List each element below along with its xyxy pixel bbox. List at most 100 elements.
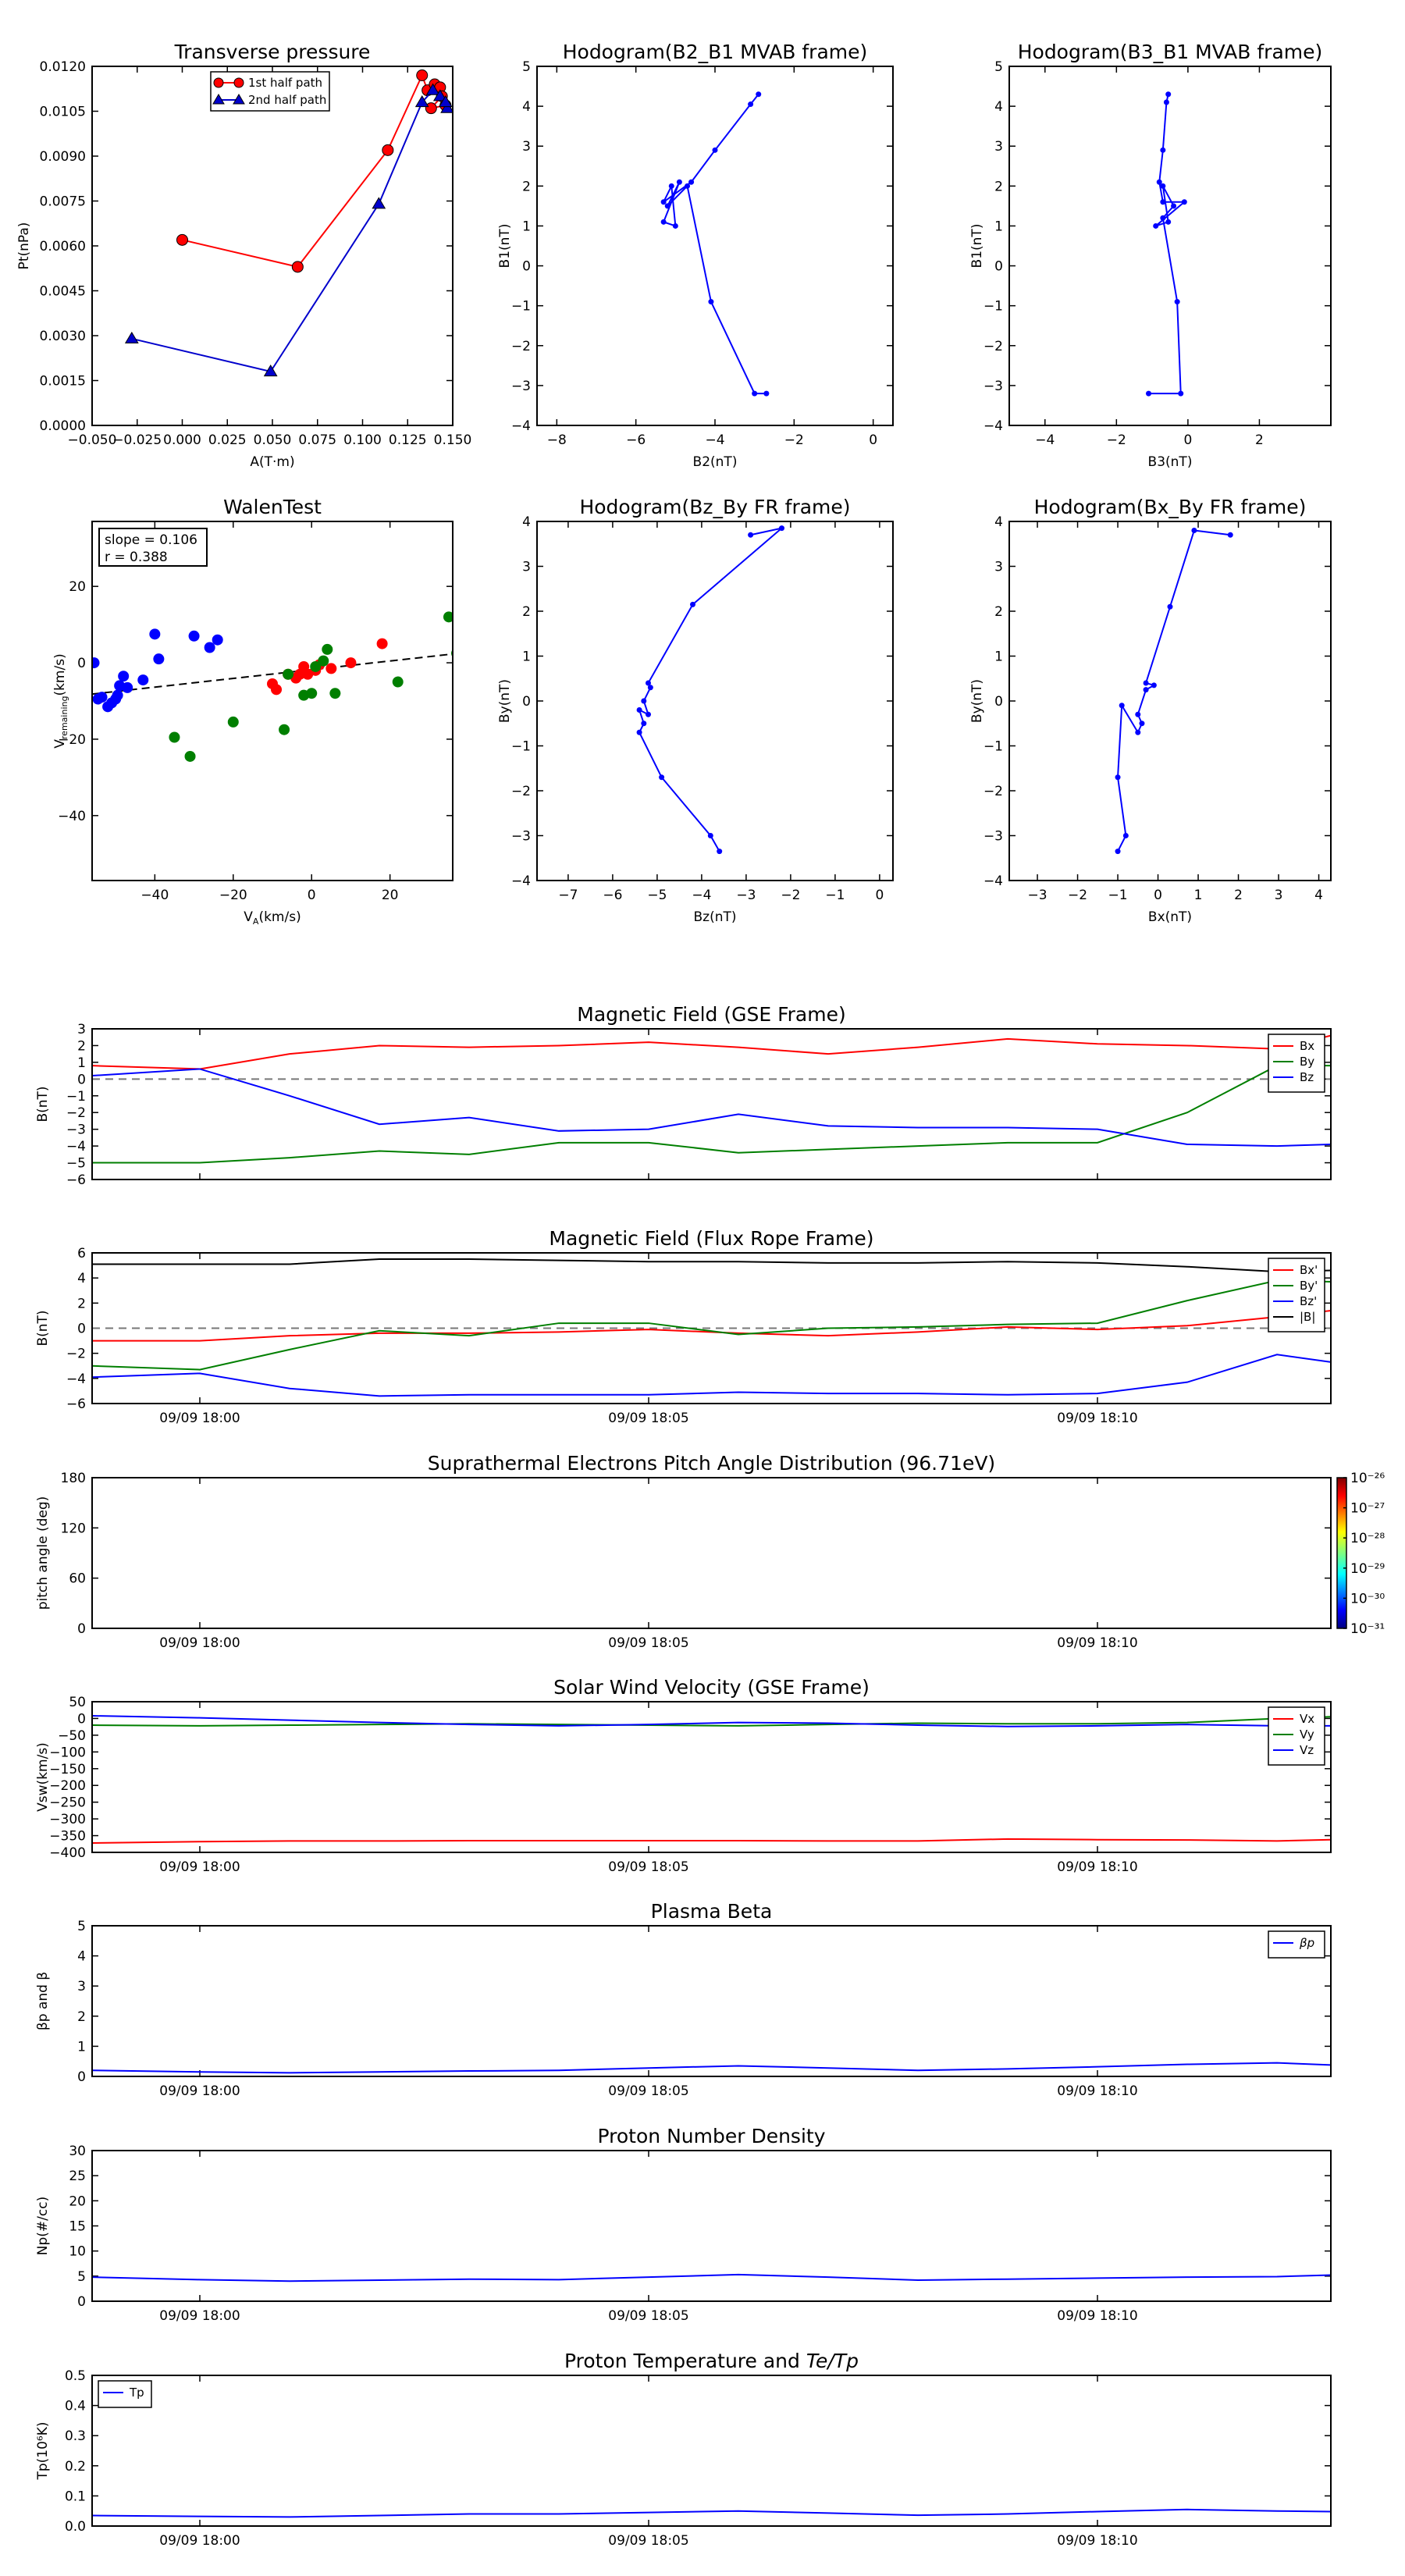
y-tick-label: 0 [77,1072,86,1087]
plot-area [92,2273,1331,2282]
legend [1268,1930,1325,1959]
data-point [1160,215,1166,221]
data-point [1191,528,1197,533]
legend [1268,1034,1325,1093]
data-point [1115,774,1121,781]
y-tick-label: −3 [984,829,1003,845]
series-line-0 [92,1309,1331,1342]
y-tick-label: −4 [984,873,1003,889]
x-tick-label: −2 [1068,888,1087,903]
y-tick-label: 4 [994,99,1003,115]
data-point [376,638,388,649]
data-point [636,707,642,713]
series-line-0 [92,1838,1331,1844]
legend [1268,1706,1325,1766]
y-tick-label: 1 [522,649,531,665]
chart-panel-1: Hodogram(B2_B1 MVAB frame) −8 −6 −4 −2 0 −4 −3 −… [497,41,894,470]
data-point [345,657,357,669]
data-point [1160,199,1166,205]
x-tick-label: 09/09 18:10 [1057,1411,1137,1426]
x-tick-label: 09/09 18:05 [608,2308,688,2324]
y-tick-label: 0.4 [65,2399,86,2414]
x-tick-label: 3 [1275,888,1283,903]
data-point [306,688,318,699]
y-axis-label: B1(nT) [969,224,985,269]
data-point [1165,219,1172,225]
x-tick-label: −2 [1107,432,1126,448]
x-tick-label: −40 [140,888,169,903]
y-tick-label: 0.5 [65,2368,86,2384]
series-line-0 [638,527,783,852]
data-point [646,711,651,717]
data-point [325,663,337,674]
colorbar [1336,1477,1347,1629]
y-tick-label: 20 [69,2194,86,2209]
y-tick-label: 4 [522,514,531,530]
colorbar-tick-label: 10⁻²⁷ [1350,1501,1385,1517]
x-tick-label: −8 [547,432,567,448]
x-tick-label: 09/09 18:00 [159,2308,240,2324]
x-tick-label: −7 [558,888,578,903]
y-tick-label: 180 [61,1471,86,1486]
y-tick-label: 2 [77,1038,86,1054]
x-tick-label: 0.025 [208,432,247,448]
x-axis-label: B2(nT) [693,454,738,470]
data-point [1167,603,1173,610]
data-point [1163,99,1169,105]
y-tick-label: 1 [994,649,1003,665]
y-tick-label: 3 [994,560,1003,575]
series-line-0 [1148,94,1187,395]
data-point [1151,682,1157,688]
chart-title: WalenTest [223,496,322,518]
x-tick-label: −20 [219,888,247,903]
data-point [92,657,100,669]
y-tick-label: −2 [66,1347,86,1362]
plot-area [92,2062,1331,2074]
data-point [1115,849,1121,855]
y-tick-label: −250 [49,1795,86,1811]
chart-panel-0: Transverse pressure −0.050−0.025 0.000 0.02… [16,41,471,470]
data-point [279,724,290,735]
data-point [717,849,723,855]
data-point [756,91,762,98]
y-tick-label: −1 [511,739,531,755]
data-point [1119,703,1125,709]
x-axis-label: Bz(nT) [693,909,736,925]
data-point [659,774,665,781]
data-point [676,179,682,185]
y-tick-label: 0.0000 [40,418,86,434]
y-tick-label: −50 [58,1728,86,1744]
y-tick-label: 0 [77,656,86,671]
fit-line [92,653,453,696]
y-axis-label: By(nT) [497,679,513,723]
y-tick-label: 3 [522,560,531,575]
data-point [1143,687,1149,693]
data-point [707,833,713,838]
data-point [668,183,674,189]
y-axis-label: B(nT) [35,1086,51,1122]
data-point [660,219,667,225]
series-line-1 [92,1279,1331,1371]
data-point [425,102,437,115]
y-tick-label: −2 [984,339,1003,354]
x-tick-label: 2 [1255,432,1264,448]
data-point [1227,532,1233,538]
axes-frame [536,66,894,426]
data-point [440,101,453,113]
x-tick-label: 0 [1154,888,1162,903]
x-tick-label: −0.025 [112,432,162,448]
data-point [641,720,647,727]
y-tick-label: −100 [49,1745,86,1760]
x-tick-label: 0 [875,888,884,903]
data-point [188,630,200,642]
data-point [1135,711,1141,717]
y-tick-label: 0.0045 [40,284,86,300]
data-point [752,390,758,397]
annotation-r: r = 0.388 [105,550,168,565]
data-point [1156,179,1162,185]
x-tick-label: 09/09 18:00 [159,2533,240,2549]
data-point [227,716,239,728]
y-tick-label: −3 [984,379,1003,394]
series-line-2 [92,1715,1331,1727]
